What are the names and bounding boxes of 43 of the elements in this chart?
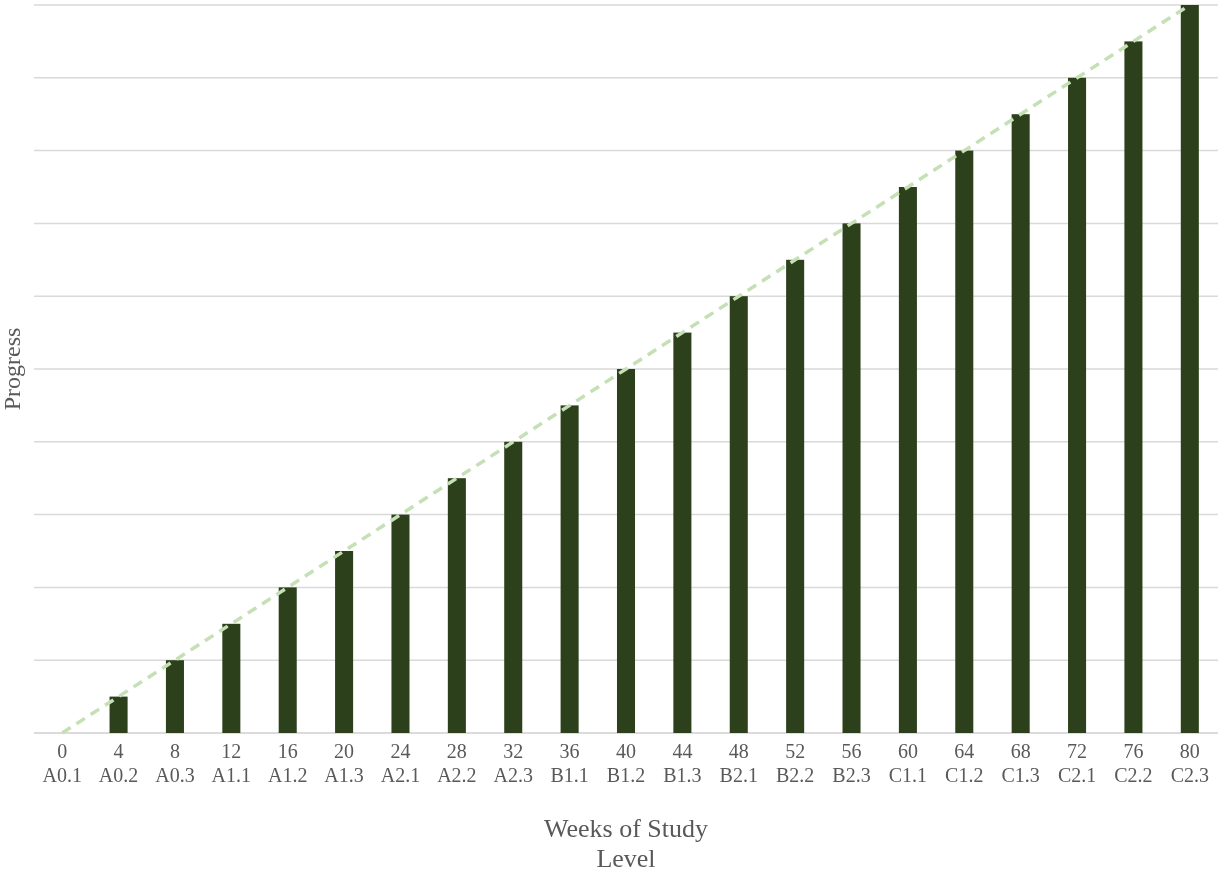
- x-tick-label: 4 A0.2: [98, 740, 139, 786]
- x-tick-label: 72 C2.1: [1057, 740, 1097, 786]
- bar: [898, 187, 917, 733]
- bar: [673, 332, 692, 733]
- x-axis-title: Weeks of Study Level: [544, 814, 708, 873]
- x-tick-label: 52 B2.2: [775, 740, 815, 786]
- x-tick-label: 64 C1.2: [945, 740, 984, 786]
- x-tick-label: 20 A1.3: [324, 740, 364, 786]
- bar: [560, 405, 579, 733]
- bar: [447, 478, 466, 733]
- bar: [109, 696, 128, 733]
- x-tick-label: 48 B2.1: [719, 740, 758, 786]
- x-tick-label: 76 C2.2: [1114, 740, 1153, 786]
- x-tick-label: 12 A1.1: [211, 740, 252, 786]
- x-tick-label: 16 A1.2: [267, 740, 308, 786]
- bar: [842, 223, 861, 733]
- x-tick-label: 0 A0.1: [42, 740, 82, 786]
- x-tick-label: 8 A0.3: [155, 740, 195, 786]
- bar: [335, 551, 354, 733]
- y-axis-title: Progress: [0, 327, 25, 411]
- bar: [955, 150, 974, 733]
- x-tick-label: 28 A2.2: [437, 740, 477, 786]
- x-tick-label: 56 B2.3: [832, 740, 871, 786]
- bar: [278, 587, 297, 733]
- x-tick-label: 32 A2.3: [493, 740, 533, 786]
- bar: [1124, 41, 1143, 733]
- x-tick-label: 60 C1.1: [888, 740, 928, 786]
- x-tick-label: 36 B1.1: [550, 740, 589, 786]
- x-tick-label: 80 C2.3: [1170, 740, 1209, 786]
- bar: [222, 623, 241, 733]
- bar: [165, 660, 184, 733]
- x-tick-label: 68 C1.3: [1001, 740, 1040, 786]
- bar: [391, 514, 410, 733]
- x-tick-label: 24 A2.1: [380, 740, 421, 786]
- x-tick-label: 40 B1.2: [606, 740, 646, 786]
- bar: [1180, 5, 1199, 733]
- bar: [1011, 114, 1030, 733]
- bar: [504, 441, 523, 733]
- bar: [729, 296, 748, 733]
- bar: [1068, 77, 1087, 733]
- bar: [616, 369, 636, 733]
- x-tick-label: 44 B1.3: [663, 740, 702, 786]
- bar: [786, 259, 805, 733]
